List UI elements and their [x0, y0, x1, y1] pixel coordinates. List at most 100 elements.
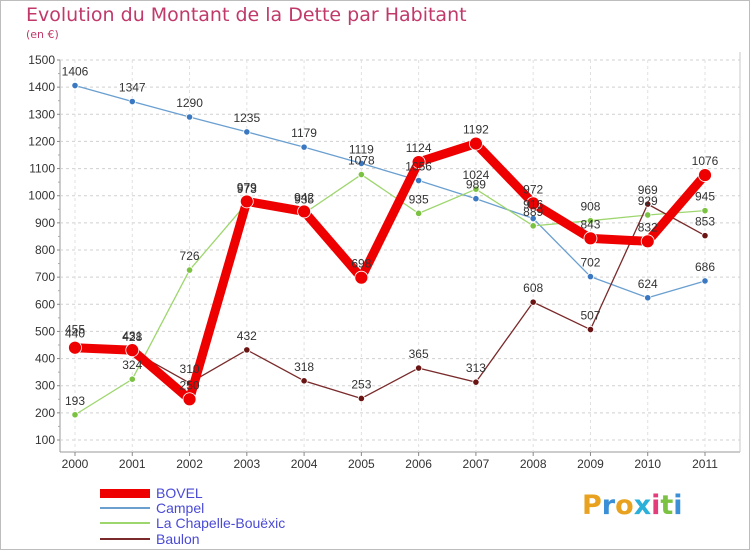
data-point-la-chapelle-bouexic: [185, 266, 194, 274]
chart-subtitle: (en €): [26, 28, 59, 41]
y-tick-label: 1300: [28, 107, 55, 121]
data-point-bovel: [698, 168, 712, 182]
data-label-bovel: 942: [294, 190, 314, 204]
data-label-baulon: 507: [580, 309, 600, 323]
y-tick-label: 1500: [28, 53, 55, 67]
series-line-la-chapelle-bouexic: [74, 173, 706, 416]
y-tick-label: 600: [35, 297, 55, 311]
data-point-campel: [701, 277, 709, 285]
data-label-baulon: 318: [294, 360, 314, 374]
legend-swatch-bovel: [100, 488, 150, 498]
data-point-bovel: [469, 136, 483, 151]
data-label-la-chapelle-bouexic: 324: [122, 358, 142, 372]
y-tick-label: 1400: [28, 80, 55, 94]
data-point-campel: [243, 128, 251, 136]
y-tick-label: 200: [35, 406, 55, 420]
x-tick-label: 2000: [62, 457, 89, 471]
x-tick-label: 2011: [692, 457, 718, 471]
data-point-la-chapelle-bouexic: [71, 411, 79, 419]
data-point-bovel: [411, 155, 426, 169]
data-point-bovel: [526, 196, 541, 211]
logo-letter: x: [633, 490, 652, 521]
data-point-campel: [128, 97, 136, 106]
data-label-bovel: 832: [638, 220, 658, 234]
data-point-la-chapelle-bouexic: [357, 170, 365, 179]
data-point-campel: [300, 143, 308, 151]
y-tick-label: 900: [35, 216, 55, 230]
logo-letter: i: [673, 490, 683, 521]
data-point-bovel: [68, 340, 82, 355]
data-label-la-chapelle-bouexic: 945: [695, 190, 715, 204]
data-point-baulon: [357, 394, 365, 403]
data-label-la-chapelle-bouexic: 1024: [463, 168, 490, 182]
data-label-la-chapelle-bouexic: 889: [523, 205, 543, 219]
logo-letter: r: [601, 490, 616, 521]
data-label-la-chapelle-bouexic: 1078: [348, 154, 375, 168]
data-label-la-chapelle-bouexic: 929: [638, 194, 658, 208]
series-line-baulon: [74, 203, 706, 400]
y-tick-label: 800: [35, 243, 55, 257]
data-label-baulon: 969: [638, 183, 658, 197]
data-label-la-chapelle-bouexic: 726: [180, 249, 200, 263]
data-point-la-chapelle-bouexic: [701, 207, 709, 215]
y-tick-label: 300: [35, 379, 55, 393]
data-label-bovel: 979: [237, 180, 257, 194]
y-tick-label: 1000: [28, 189, 55, 203]
data-label-baulon: 608: [523, 281, 543, 295]
data-label-campel: 1347: [119, 81, 146, 95]
logo-letter: i: [651, 490, 661, 521]
data-label-bovel: 843: [580, 217, 600, 231]
data-label-baulon: 428: [122, 330, 142, 344]
data-label-campel: 1406: [62, 65, 89, 79]
data-label-bovel: 972: [523, 182, 543, 196]
data-label-la-chapelle-bouexic: 935: [294, 192, 314, 206]
data-point-campel: [529, 214, 537, 223]
data-label-baulon: 853: [695, 215, 715, 229]
data-point-bovel: [239, 194, 254, 209]
data-label-bovel: 440: [65, 327, 85, 341]
data-point-campel: [415, 176, 423, 185]
x-tick-label: 2005: [348, 457, 375, 471]
data-label-baulon: 455: [65, 323, 85, 337]
y-tick-label: 400: [35, 352, 55, 366]
legend-item-la-chapelle-bouexic: La Chapelle-Bouëxic: [100, 515, 285, 531]
data-label-baulon: 310: [180, 362, 200, 376]
legend-item-bovel: BOVEL: [100, 485, 203, 501]
data-label-baulon: 432: [237, 329, 257, 343]
data-label-baulon: 253: [351, 377, 371, 391]
data-label-campel: 1235: [233, 111, 260, 125]
legend-swatch-la-chapelle-bouexic: [100, 522, 150, 524]
data-point-campel: [644, 294, 652, 302]
data-label-la-chapelle-bouexic: 935: [409, 192, 429, 206]
data-point-campel: [357, 159, 365, 168]
legend-item-campel: Campel: [100, 500, 204, 516]
data-point-la-chapelle-bouexic: [586, 217, 595, 225]
chart-title: Evolution du Montant de la Dette par Hab…: [26, 4, 467, 26]
data-label-campel: 1179: [291, 126, 317, 140]
x-tick-label: 2009: [577, 457, 604, 471]
data-point-la-chapelle-bouexic: [529, 222, 537, 230]
x-tick-label: 2004: [291, 457, 318, 471]
logo-letter: P: [582, 490, 602, 521]
proxiti-logo: Proxiti: [582, 490, 683, 521]
legend-label-campel: Campel: [156, 500, 205, 516]
data-label-campel: 989: [466, 178, 486, 192]
data-point-baulon: [472, 378, 480, 386]
data-point-baulon: [243, 346, 251, 354]
data-point-baulon: [644, 200, 652, 208]
data-point-bovel: [583, 231, 598, 246]
logo-letter: o: [615, 490, 634, 521]
data-point-baulon: [701, 232, 709, 240]
data-point-campel: [71, 81, 79, 90]
data-label-bovel: 1192: [463, 123, 489, 137]
x-tick-label: 2003: [233, 457, 260, 471]
x-tick-label: 2010: [634, 457, 661, 471]
legend-swatch-baulon: [100, 538, 150, 540]
data-label-bovel: 431: [122, 329, 142, 343]
legend-label-la-chapelle-bouexic: La Chapelle-Bouëxic: [156, 515, 286, 531]
x-tick-label: 2006: [405, 457, 432, 471]
data-point-la-chapelle-bouexic: [128, 375, 136, 383]
data-point-campel: [586, 272, 595, 281]
data-label-campel: 1290: [176, 96, 203, 110]
